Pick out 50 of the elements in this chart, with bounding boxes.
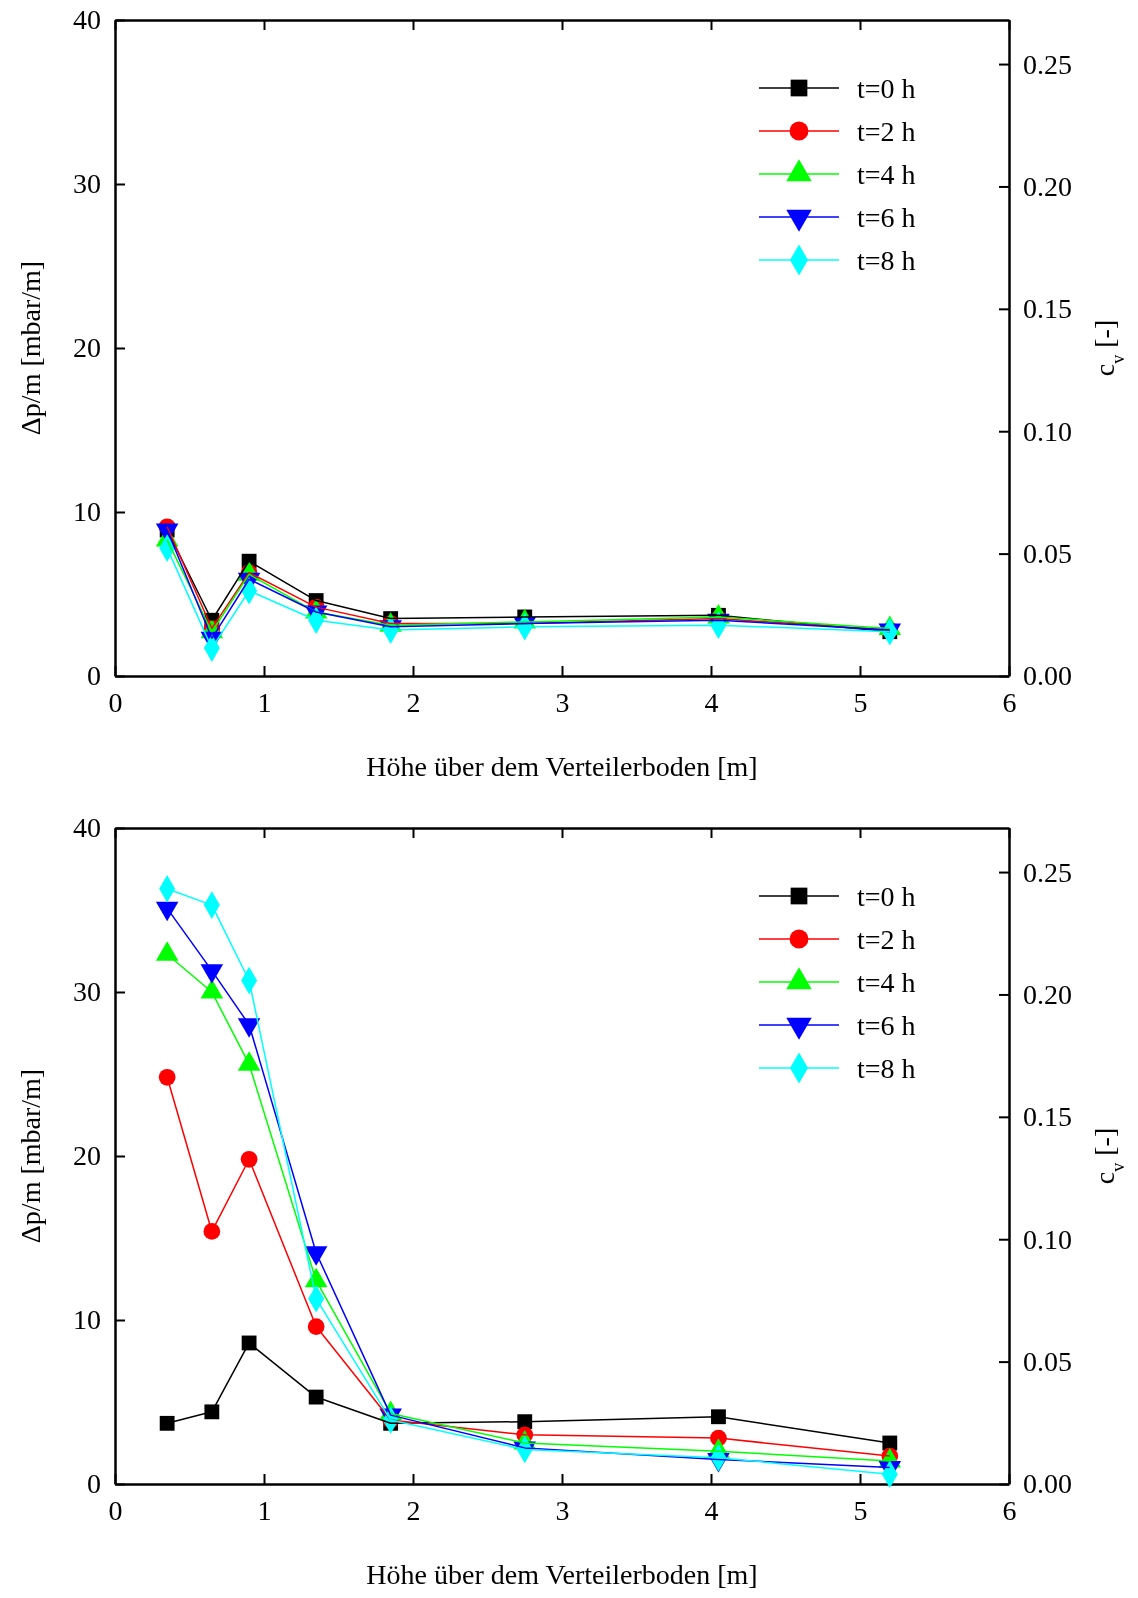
legend-label: t=6 h [857,202,916,233]
x-tick-label: 3 [555,1494,570,1526]
y2-tick-label: 0.00 [1023,660,1072,692]
y-tick-label: 10 [73,496,101,528]
y2-tick-label: 0.10 [1023,415,1072,447]
legend-label: t=4 h [857,159,916,190]
x-tick-label: 6 [1002,686,1017,718]
y2-tick-label: 0.25 [1023,856,1072,888]
x-tick-label: 0 [108,1494,123,1526]
x-tick-label: 2 [406,686,421,718]
y-tick-label: 0 [87,660,101,692]
y-tick-label: 40 [73,812,101,844]
y-tick-label: 40 [73,4,101,36]
x-axis-title: Höhe über dem Verteilerboden [m] [366,1559,758,1590]
y-tick-label: 30 [73,976,101,1008]
y-tick-label: 20 [73,332,101,364]
y2-tick-label: 0.15 [1023,1101,1072,1133]
y2-tick-label: 0.00 [1023,1468,1072,1500]
y2-tick-label: 0.20 [1023,978,1072,1010]
legend-label: t=8 h [857,1053,916,1084]
legend-label: t=2 h [857,924,916,955]
x-tick-label: 0 [108,686,123,718]
x-tick-label: 1 [257,686,272,718]
legend-label: t=8 h [857,245,916,276]
y-axis-title: Δp/m [mbar/m] [15,260,46,436]
y2-tick-label: 0.20 [1023,170,1072,202]
y-axis-title: Δp/m [mbar/m] [15,1068,46,1244]
y2-tick-label: 0.05 [1023,1346,1072,1378]
x-tick-label: 3 [555,686,570,718]
x-tick-label: 1 [257,1494,272,1526]
y-tick-label: 0 [87,1468,101,1500]
y-tick-label: 20 [73,1140,101,1172]
y2-tick-label: 0.05 [1023,538,1072,570]
legend-label: t=4 h [857,967,916,998]
legend-label: t=6 h [857,1010,916,1041]
y2-tick-label: 0.10 [1023,1223,1072,1255]
x-tick-label: 5 [853,686,868,718]
y-tick-label: 10 [73,1304,101,1336]
y2-tick-label: 0.25 [1023,48,1072,80]
legend-label: t=0 h [857,881,916,912]
x-tick-label: 2 [406,1494,421,1526]
y-tick-label: 30 [73,168,101,200]
y2-tick-label: 0.15 [1023,293,1072,325]
legend-label: t=0 h [857,73,916,104]
x-tick-label: 4 [704,686,719,718]
x-tick-label: 6 [1002,1494,1017,1526]
legend-label: t=2 h [857,116,916,147]
x-tick-label: 5 [853,1494,868,1526]
x-tick-label: 4 [704,1494,719,1526]
x-axis-title: Höhe über dem Verteilerboden [m] [366,751,758,782]
